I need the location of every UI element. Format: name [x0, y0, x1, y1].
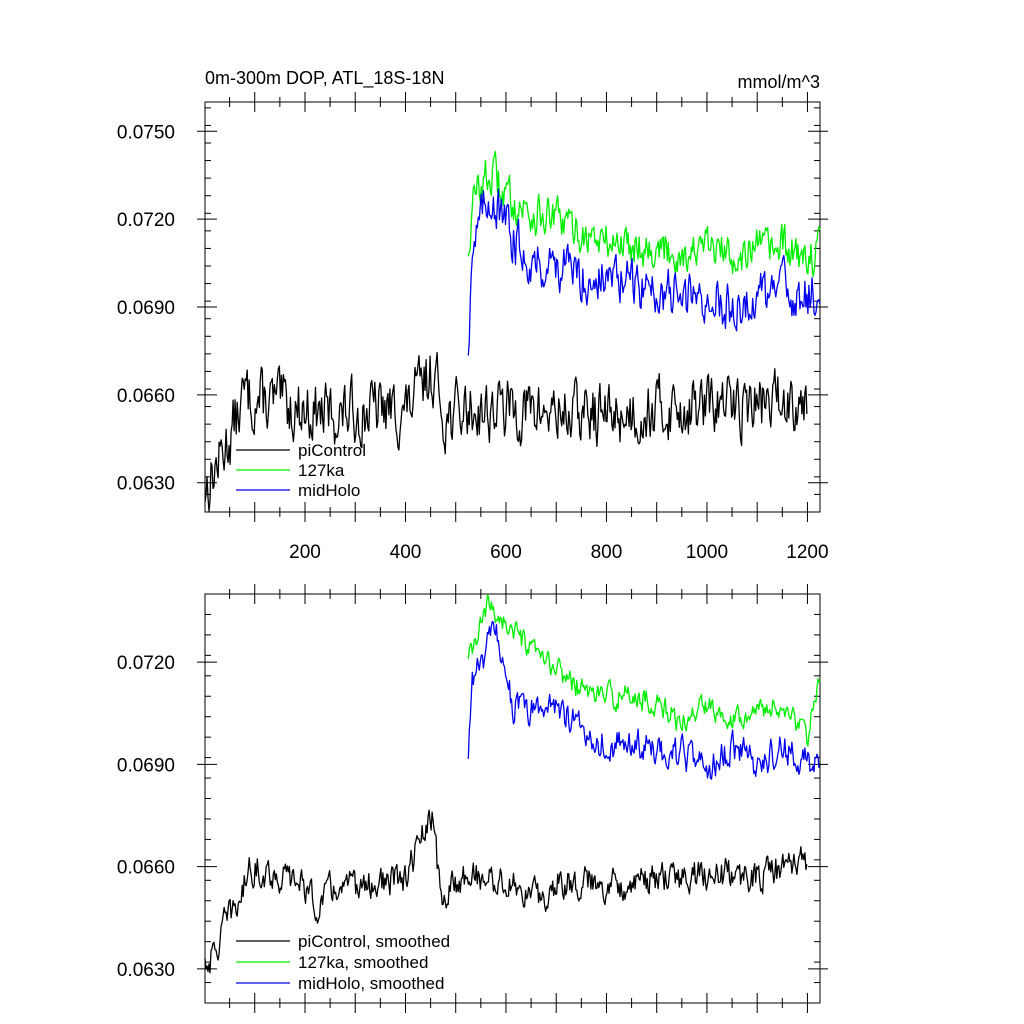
top-panel: 0.0630 0.0660 0.0690 0.0720 0.0750 200 400 600 8…: [117, 92, 829, 563]
series-line-127ka-smoothed: [467, 594, 821, 747]
y-tick-label: 0.0690: [117, 298, 175, 319]
x-tick-label: 800: [591, 542, 623, 563]
series-line-picontrol-smoothed: [204, 809, 808, 974]
x-tick-label: 600: [490, 542, 522, 563]
series-line-midholo-smoothed: [467, 620, 821, 780]
y-tick-label: 0.0720: [117, 210, 175, 231]
y-tick-label: 0.0690: [117, 755, 175, 776]
legend-label: midHolo: [298, 481, 360, 500]
series-line-127ka: [467, 150, 821, 278]
legend-label: 127ka: [298, 461, 345, 480]
chart-title: 0m-300m DOP, ATL_18S-18N: [205, 68, 444, 89]
legend-label: piControl: [298, 441, 366, 460]
y-tick-label: 0.0750: [117, 122, 175, 143]
x-tick-label: 1000: [686, 542, 728, 563]
legend-label: piControl, smoothed: [298, 932, 450, 951]
y-tick-label: 0.0630: [117, 960, 175, 981]
bottom-panel: 0.0630 0.0660 0.0690 0.0720 piControl, smoot…: [117, 584, 828, 1013]
legend-label: midHolo, smoothed: [298, 974, 444, 993]
legend-label: 127ka, smoothed: [298, 953, 428, 972]
x-tick-label: 400: [390, 542, 422, 563]
x-tick-label: 200: [289, 542, 321, 563]
series-line-midholo: [467, 188, 821, 356]
y-tick-label: 0.0720: [117, 653, 175, 674]
units-label: mmol/m^3: [738, 72, 820, 92]
y-tick-label: 0.0660: [117, 386, 175, 407]
y-tick-label: 0.0660: [117, 858, 175, 879]
series-line-picontrol: [204, 351, 808, 512]
y-tick-label: 0.0630: [117, 474, 175, 495]
x-tick-label: 1200: [786, 542, 828, 563]
